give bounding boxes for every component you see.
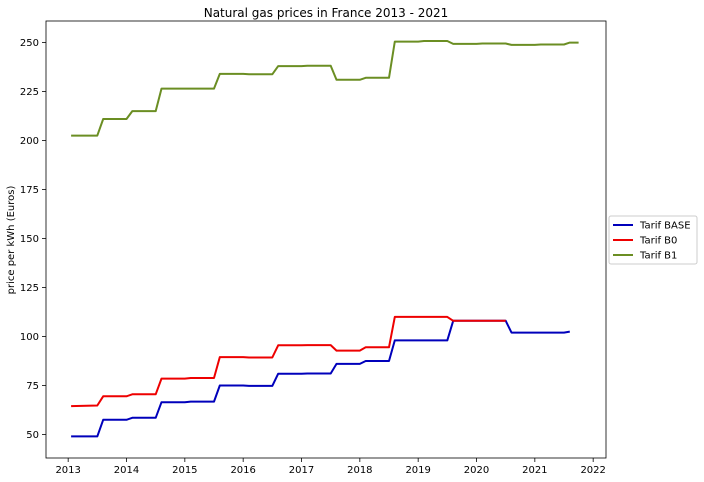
x-tick-label: 2021 (522, 465, 547, 476)
y-axis: 50 75 100 125 150 175 200 225 250 (20, 38, 46, 441)
x-tick-label: 2015 (172, 465, 197, 476)
legend-box (608, 215, 698, 265)
x-tick-label: 2020 (464, 465, 489, 476)
y-axis-label: price per kWh (Euros) (6, 186, 17, 295)
y-tick-label: 50 (26, 430, 39, 441)
y-tick-label: 125 (20, 283, 39, 294)
x-axis: 2013 2014 2015 2016 2017 2018 2019 2020 2021 2022 (55, 458, 606, 476)
y-tick-label: 175 (20, 185, 39, 196)
series-line-2 (71, 40, 579, 137)
y-tick-label: 75 (26, 381, 39, 392)
x-tick-label: 2019 (405, 465, 430, 476)
x-tick-label: 2014 (114, 465, 139, 476)
series-line-1 (71, 315, 506, 408)
series-lines (71, 40, 579, 438)
chart-title: Natural gas prices in France 2013 - 2021 (204, 6, 449, 20)
x-tick-label: 2018 (347, 465, 372, 476)
legend-label: Tarif BASE (639, 221, 691, 232)
x-tick-label: 2013 (55, 465, 80, 476)
legend: Tarif BASE Tarif B0 Tarif B1 (608, 215, 698, 265)
y-tick-label: 200 (20, 136, 39, 147)
y-tick-label: 100 (20, 332, 39, 343)
legend-label: Tarif B1 (639, 251, 677, 262)
x-tick-label: 2022 (580, 465, 605, 476)
x-tick-label: 2016 (230, 465, 255, 476)
y-tick-label: 150 (20, 234, 39, 245)
y-tick-label: 225 (20, 87, 39, 98)
x-tick-label: 2017 (289, 465, 314, 476)
y-tick-label: 250 (20, 38, 39, 49)
legend-label: Tarif B0 (639, 236, 677, 247)
series-line-0 (71, 319, 570, 438)
plot-area-frame (45, 20, 607, 459)
